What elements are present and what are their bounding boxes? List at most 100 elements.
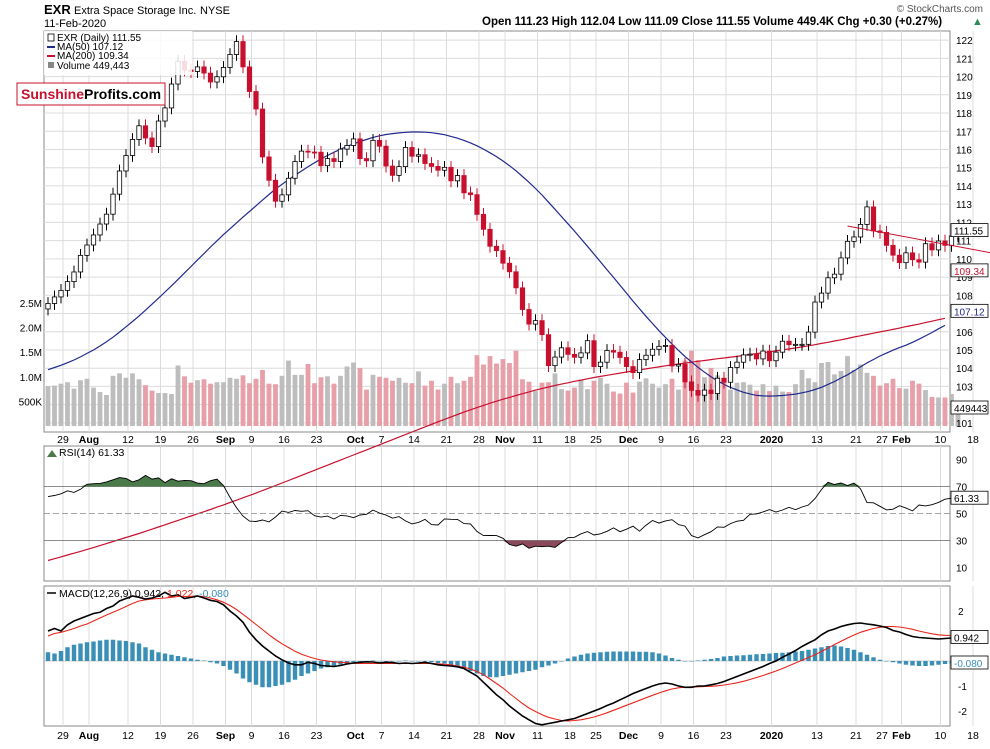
volume-tag-text: 449443 bbox=[954, 404, 988, 415]
macd-histogram-bar bbox=[410, 661, 414, 662]
x-tick-label: Aug bbox=[79, 730, 99, 742]
price-tick-label: 115 bbox=[956, 164, 972, 175]
last-price-tag: 111.55 bbox=[951, 224, 988, 238]
candle-body bbox=[852, 237, 856, 241]
x-tick-label: 14 bbox=[408, 434, 420, 446]
macd-histogram-bar bbox=[722, 657, 726, 662]
x-tick-label: 18 bbox=[564, 730, 576, 742]
volume-bar bbox=[254, 379, 259, 426]
volume-bar bbox=[416, 371, 421, 426]
rsi-tick-label: 30 bbox=[956, 537, 968, 548]
macd-histogram-bar bbox=[910, 661, 914, 666]
macd-histogram-bar bbox=[689, 661, 693, 662]
macd-histogram-bar bbox=[819, 647, 823, 661]
volume-bar bbox=[553, 373, 558, 426]
volume-bar bbox=[423, 386, 428, 426]
volume-bar bbox=[488, 356, 493, 426]
candle-body bbox=[631, 367, 635, 373]
candle-body bbox=[501, 251, 505, 264]
volume-bar bbox=[325, 376, 330, 426]
volume-bar bbox=[143, 385, 148, 426]
volume-bar bbox=[793, 384, 798, 426]
price-tick-label: 117 bbox=[956, 127, 972, 138]
volume-tick-label: 2.0M bbox=[20, 324, 42, 335]
macd-histogram-bar bbox=[683, 661, 687, 662]
x-tick-label: 2020 bbox=[760, 730, 784, 742]
macd-histogram-bar bbox=[715, 658, 719, 661]
x-tick-label: 23 bbox=[720, 730, 732, 742]
candle-body bbox=[202, 67, 206, 73]
macd-histogram-bar bbox=[754, 654, 758, 661]
volume-legend-icon bbox=[48, 62, 54, 68]
macd-histogram-bar bbox=[585, 654, 589, 662]
macd-histogram-bar bbox=[904, 661, 908, 665]
legend-volume: Volume 449,443 bbox=[57, 61, 130, 72]
volume-bar bbox=[403, 383, 408, 426]
volume-bar bbox=[475, 355, 480, 426]
candle-body bbox=[65, 282, 69, 291]
volume-bar bbox=[156, 393, 161, 426]
macd-histogram-bar bbox=[176, 656, 180, 661]
macd-histogram-bar bbox=[98, 641, 102, 662]
macd-histogram-bar bbox=[793, 652, 797, 662]
candle-body bbox=[891, 245, 895, 255]
x-tick-label: 11 bbox=[532, 434, 543, 446]
volume-bar bbox=[865, 373, 870, 426]
macd-tick-label: -1 bbox=[958, 682, 967, 693]
macd-histogram-bar bbox=[104, 640, 108, 661]
macd-histogram-bar bbox=[644, 652, 648, 661]
legend-macd: MACD(12,26,9) 0.942, 1.022, -0.080 bbox=[59, 588, 229, 600]
candle-body bbox=[371, 140, 375, 160]
volume-bar bbox=[741, 382, 746, 426]
volume-bar bbox=[676, 390, 681, 426]
candle-body bbox=[163, 108, 167, 121]
candle-body bbox=[98, 224, 102, 235]
rsi-tick-label: 50 bbox=[956, 510, 968, 521]
candle-body bbox=[59, 290, 63, 297]
candle-body bbox=[598, 362, 602, 366]
x-tick-label: 28 bbox=[473, 730, 485, 742]
candle-body bbox=[273, 180, 277, 201]
volume-bar bbox=[657, 388, 662, 426]
candle-body bbox=[345, 145, 349, 149]
candle-body bbox=[280, 195, 284, 201]
macd-histogram-bar bbox=[52, 654, 56, 662]
candle-body bbox=[572, 354, 576, 357]
volume-bar bbox=[585, 389, 590, 426]
candle-body bbox=[676, 364, 680, 366]
macd-histogram-bar bbox=[670, 658, 674, 661]
candle-body bbox=[124, 155, 128, 170]
macd-histogram-bar bbox=[520, 661, 524, 672]
volume-bar bbox=[462, 381, 467, 426]
x-tick-label: 16 bbox=[688, 730, 700, 742]
x-tick-label: 9 bbox=[249, 434, 255, 446]
volume-bar bbox=[787, 392, 792, 426]
volume-bar bbox=[176, 365, 181, 426]
macd-histogram-bar bbox=[215, 661, 219, 664]
macd-histogram-bar bbox=[507, 661, 511, 675]
volume-tag: 449443 bbox=[951, 401, 988, 415]
candle-body bbox=[553, 357, 557, 366]
macd-histogram-bar bbox=[598, 652, 602, 661]
macd-histogram-bar bbox=[611, 652, 615, 662]
volume-bar bbox=[449, 377, 454, 426]
volume-bar bbox=[312, 383, 317, 426]
volume-bar bbox=[761, 384, 766, 426]
macd-histogram-bar bbox=[397, 661, 401, 662]
volume-bar bbox=[91, 388, 96, 426]
candle-legend-icon bbox=[48, 34, 54, 41]
candle-body bbox=[787, 341, 791, 344]
x-tick-label: 18 bbox=[967, 434, 979, 446]
macd-histogram-bar bbox=[46, 652, 50, 661]
macd-histogram-bar bbox=[247, 661, 251, 682]
candle-body bbox=[904, 253, 908, 263]
volume-bar bbox=[546, 382, 551, 426]
candle-body bbox=[78, 255, 82, 272]
macd-histogram-bar bbox=[423, 661, 427, 662]
volume-bar bbox=[163, 393, 168, 426]
macd-histogram-bar bbox=[65, 647, 69, 661]
volume-bar bbox=[618, 394, 623, 426]
volume-bar bbox=[52, 386, 57, 426]
ma50-tag: 107.12 bbox=[951, 304, 988, 318]
